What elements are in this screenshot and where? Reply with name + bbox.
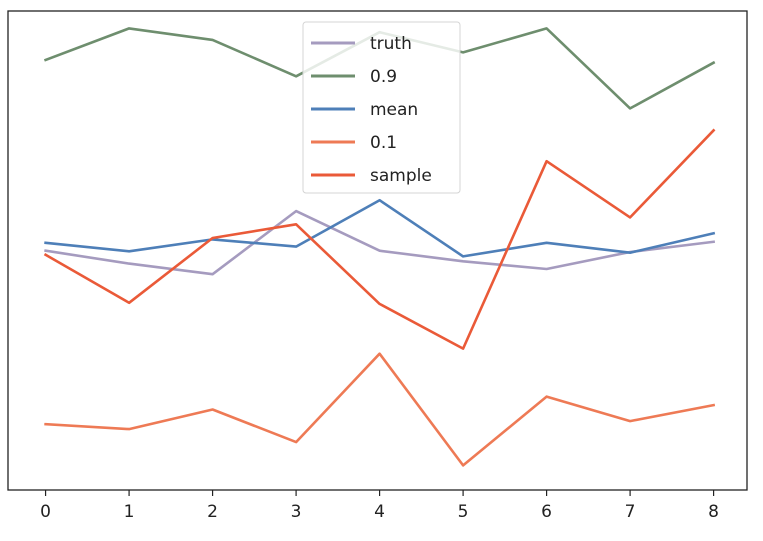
legend-label-mean: mean — [370, 100, 418, 120]
x-tick-label: 6 — [541, 502, 552, 522]
x-tick-label: 2 — [207, 502, 218, 522]
series-line-0-1 — [44, 352, 716, 467]
series-line-sample — [43, 128, 716, 350]
x-tick-label: 3 — [291, 502, 302, 522]
series-line-mean — [44, 198, 716, 258]
x-tick-label: 5 — [458, 502, 469, 522]
legend: truth 0.9 mean 0.1 sample — [302, 21, 461, 194]
legend-label-truth: truth — [370, 34, 412, 54]
legend-box — [302, 21, 461, 194]
series-line-truth — [44, 209, 716, 276]
x-tick-label: 8 — [708, 502, 719, 522]
x-tick-label: 7 — [625, 502, 636, 522]
x-tick-label: 1 — [124, 502, 135, 522]
series-layer — [43, 27, 716, 467]
legend-label-0-9: 0.9 — [370, 67, 397, 87]
x-axis: 0 1 2 3 4 5 6 7 8 — [40, 490, 719, 522]
x-tick-label: 4 — [374, 502, 385, 522]
plot-frame — [7, 10, 748, 491]
legend-label-sample: sample — [370, 166, 432, 186]
x-tick-label: 0 — [40, 502, 51, 522]
legend-label-0-1: 0.1 — [370, 133, 397, 153]
